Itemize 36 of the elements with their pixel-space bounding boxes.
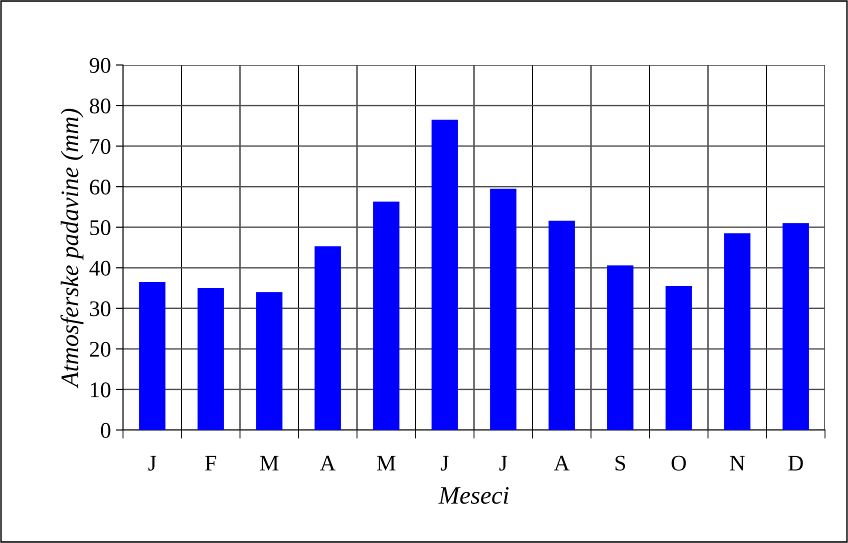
bar: [432, 120, 458, 430]
x-tick-label: S: [616, 456, 626, 471]
y-tick-label: 60: [90, 180, 110, 195]
y-tick-label: 50: [90, 220, 110, 236]
bar: [666, 286, 692, 430]
bar: [373, 202, 400, 430]
bar: [782, 223, 809, 430]
y-tick-label: 0: [100, 422, 110, 438]
y-tick-label: 80: [90, 98, 110, 114]
x-tick-label: F: [205, 456, 216, 470]
y-tick-label: 10: [90, 382, 110, 398]
bar: [490, 188, 516, 430]
y-axis-title: Atmosferske padavine (mm): [60, 108, 84, 388]
y-tick-label: 20: [90, 342, 110, 357]
x-tick-label: J: [148, 456, 156, 471]
bar: [256, 292, 282, 430]
x-tick-label: O: [672, 456, 686, 471]
bar: [314, 246, 341, 430]
x-tick-label: A: [554, 456, 570, 470]
x-tick-label: J: [499, 456, 508, 471]
y-tick-label: 90: [90, 58, 110, 73]
x-tick-label: M: [260, 456, 278, 470]
y-tick-label: 30: [90, 301, 110, 316]
y-tick-label: 70: [90, 139, 110, 154]
x-tick-label: A: [320, 456, 336, 470]
bar: [607, 265, 634, 430]
x-tick-label: N: [730, 456, 745, 470]
x-tick-label: D: [788, 456, 803, 470]
x-tick-label: J: [440, 456, 449, 471]
bar: [724, 233, 750, 430]
x-tick-label: M: [377, 456, 396, 470]
bar: [548, 220, 575, 430]
x-axis-title: Meseci: [438, 487, 509, 504]
bar: [139, 282, 166, 430]
y-tick-label: 40: [89, 260, 110, 276]
bar: [198, 288, 224, 430]
